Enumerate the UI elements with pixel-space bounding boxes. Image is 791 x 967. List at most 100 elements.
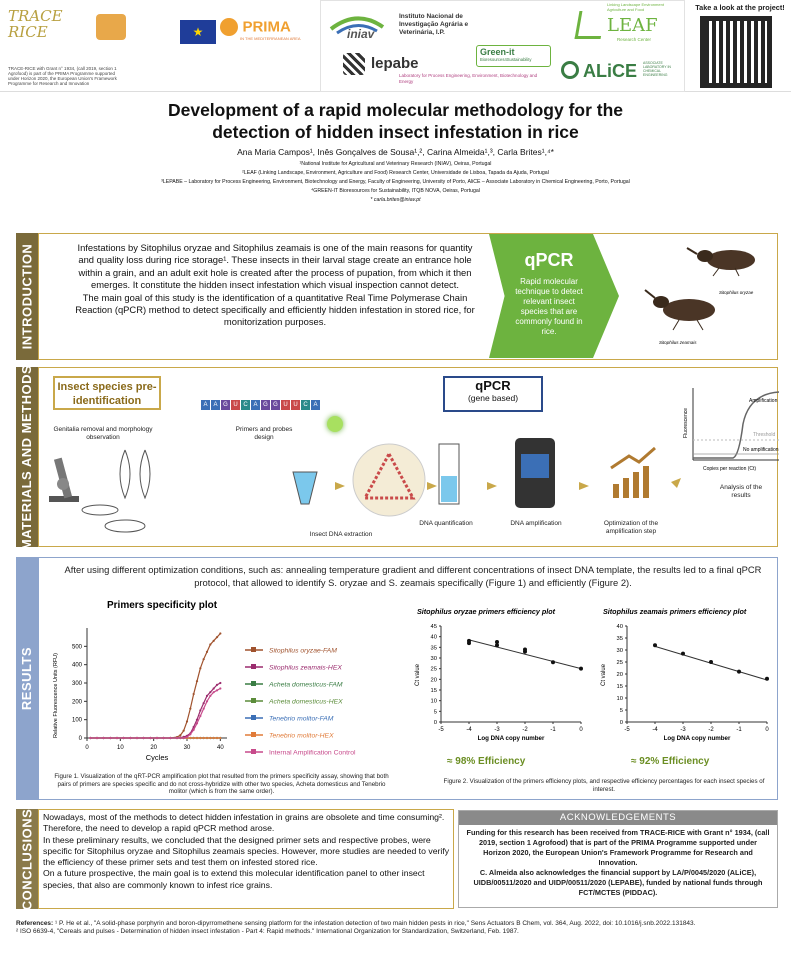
dna-base: A	[311, 400, 320, 410]
iniav-name: Instituto Nacional de Investigação Agrár…	[399, 13, 469, 36]
x-axis-label: Cycles	[146, 753, 169, 762]
trace-rice-block: TRACE RICE TRACE-RICE with Grant n° 1934…	[8, 8, 126, 88]
y-tick-label: 15	[617, 684, 623, 690]
primers-label: Primers and probes design	[235, 426, 293, 441]
data-point	[192, 728, 195, 731]
x-tick-label: -1	[736, 727, 742, 733]
data-point	[182, 729, 185, 732]
y-tick-label: 40	[431, 635, 437, 641]
leaf-sub: Linking Landscape Environment Agricultur…	[607, 2, 664, 12]
x-tick-label: -3	[680, 727, 686, 733]
qr-code-icon[interactable]	[700, 16, 772, 88]
greenit-logo: Green-it Bioresources4Sustainability	[476, 45, 551, 67]
efficiency-2-label: ≈ 92% Efficiency	[631, 756, 710, 767]
data-point	[179, 736, 182, 740]
x-tick-label: 0	[85, 745, 89, 751]
y-tick-label: 400	[72, 663, 83, 669]
chart-title: Sitophilus zeamais primers efficiency pl…	[603, 607, 747, 616]
data-point	[219, 632, 222, 635]
workflow-arrows	[335, 478, 681, 490]
zeamais-efficiency-chart: Sitophilus zeamais primers efficiency pl…	[601, 607, 769, 742]
y-tick-label: 10	[617, 696, 623, 702]
quantification-icon	[438, 443, 460, 505]
legend-marker	[251, 715, 256, 720]
x-tick-label: -4	[652, 727, 658, 733]
legend-label: Sitophilus zeamais-HEX	[269, 665, 342, 672]
y-tick-label: 30	[431, 656, 437, 662]
y-tick-label: 0	[434, 720, 437, 726]
data-point	[467, 638, 471, 643]
data-point	[195, 718, 199, 721]
chart-title: Primers specificity plot	[107, 600, 218, 611]
trend-line	[468, 639, 582, 670]
conclusions-paragraph-2: In these preliminary results, we conclud…	[43, 834, 450, 868]
introduction-label: INTRODUCTION	[16, 233, 38, 360]
lepabe-logo: lepabe	[371, 55, 419, 72]
species-title: Insect species pre-identification	[53, 376, 161, 410]
y-tick-label: 35	[431, 645, 437, 651]
data-point	[179, 734, 182, 737]
data-point	[219, 681, 222, 685]
leaf-icon	[574, 11, 606, 39]
insect-2-caption: Sitophilus zeamais	[659, 340, 697, 345]
data-point	[115, 736, 119, 740]
affiliation-1: ¹National Institute for Agricultural and…	[299, 161, 492, 167]
fluorescence-label: Fluorescence	[683, 408, 689, 438]
legend-label: Tenebrio molitor-HEX	[269, 733, 334, 740]
leaf-center: Research Center	[617, 37, 652, 42]
x-tick-label: -5	[438, 727, 444, 733]
dna-base: U	[281, 400, 290, 410]
data-point	[199, 714, 202, 718]
y-tick-label: 10	[431, 699, 437, 705]
alice-sub: ASSOCIATE LABORATORY IN CHEMICAL ENGINEE…	[643, 61, 671, 77]
data-point	[212, 691, 215, 694]
data-point	[202, 736, 205, 740]
chart-title: Sitophilus oryzae primers efficiency plo…	[417, 607, 556, 616]
iniav-logo-text: iniav	[347, 27, 375, 41]
x-axis-label: Log DNA copy number	[664, 735, 731, 742]
data-point	[95, 736, 99, 740]
x-tick-label: -2	[522, 727, 528, 733]
data-point	[205, 650, 209, 653]
data-point	[192, 736, 195, 740]
dna-base: G	[271, 400, 280, 410]
lepabe-sub: Laboratory for Process Engineering, Envi…	[399, 73, 538, 84]
data-point	[215, 683, 219, 686]
optimization-label: Optimization of the amplification step	[603, 520, 659, 535]
data-point	[209, 643, 212, 646]
references-title: References:	[16, 920, 54, 927]
prima-sub: IN THE MEDITERRANEAN AREA	[240, 36, 301, 42]
data-point	[202, 707, 205, 710]
microscope-and-morphology-icon	[49, 449, 151, 533]
data-point	[205, 736, 209, 740]
data-point	[551, 660, 555, 665]
data-point	[109, 736, 112, 740]
thermocycler-icon	[515, 438, 555, 508]
dna-base: U	[231, 400, 240, 410]
data-point	[185, 735, 189, 739]
trace-rice-note: TRACE-RICE with Grant n° 1934, (call 201…	[8, 66, 117, 86]
series-line	[90, 687, 221, 739]
y-tick-label: 5	[620, 708, 623, 714]
data-point	[182, 736, 185, 740]
data-point	[189, 733, 192, 736]
prima-logo-text: PRIMA	[242, 18, 291, 36]
dna-extraction-label: Insect DNA extraction	[309, 531, 373, 538]
probe-icon	[327, 416, 343, 432]
data-point	[209, 691, 212, 694]
acknowledgements-title: ACKNOWLEDGEMENTS	[459, 811, 777, 825]
data-point	[142, 736, 145, 740]
data-point	[579, 666, 583, 671]
greenit-sub: Bioresources4Sustainability	[480, 57, 532, 62]
amplification-label: Amplification	[749, 398, 778, 404]
y-tick-label: 20	[617, 672, 623, 678]
y-tick-label: 15	[431, 688, 437, 694]
data-point	[185, 720, 189, 723]
iniav-logo-icon	[327, 7, 387, 41]
y-tick-label: 25	[617, 660, 623, 666]
x-axis-label: Log DNA copy number	[478, 735, 545, 742]
threshold-label: Threshold	[753, 432, 775, 438]
alice-logo: ALiCE	[583, 61, 637, 81]
weevil-2-icon	[644, 289, 715, 331]
